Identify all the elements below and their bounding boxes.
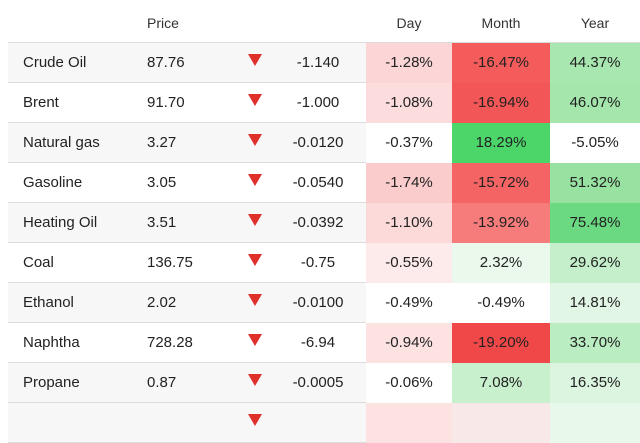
commodity-name[interactable]: Ethanol [23,294,74,311]
month-change: 7.08% [452,363,550,403]
year-change: 75.48% [550,203,640,243]
month-change [452,403,550,443]
commodity-name[interactable]: Natural gas [23,134,100,151]
change-direction [240,203,270,243]
price-value: 87.76 [147,54,185,71]
table-row[interactable]: Ethanol 2.02 -0.0100 -0.49% -0.49% 14.81% [8,283,640,323]
table-row[interactable]: Coal 136.75 -0.75 -0.55% 2.32% 29.62% [8,243,640,283]
day-change: -0.55% [366,243,452,283]
day-change: -0.37% [366,123,452,163]
header-month[interactable]: Month [481,15,521,31]
arrow-down-icon [248,334,262,347]
arrow-down-icon [248,94,262,107]
commodity-name[interactable]: Naphtha [23,334,80,351]
change-direction [240,83,270,123]
day-change: -0.06% [366,363,452,403]
arrow-down-icon [248,414,262,427]
month-change: -0.49% [452,283,550,323]
year-change: 16.35% [550,363,640,403]
change-value: -1.140 [296,54,340,71]
month-change: -19.20% [452,323,550,363]
change-value: -0.0100 [292,294,344,311]
day-change: -1.28% [366,43,452,83]
day-change: -1.08% [366,83,452,123]
arrow-down-icon [248,54,262,67]
year-change: -5.05% [550,123,640,163]
price-value: 2.02 [147,294,177,311]
change-direction [240,363,270,403]
year-change: 51.32% [550,163,640,203]
day-change: -1.10% [366,203,452,243]
arrow-down-icon [248,214,262,227]
price-value: 91.70 [147,94,185,111]
header-year[interactable]: Year [580,15,610,31]
month-change: -16.47% [452,43,550,83]
change-direction [240,283,270,323]
change-direction [240,323,270,363]
commodity-name[interactable]: Coal [23,254,54,271]
table-row[interactable]: Naphtha 728.28 -6.94 -0.94% -19.20% 33.70% [8,323,640,363]
month-change: -16.94% [452,83,550,123]
change-value: -1.000 [296,94,340,111]
price-value: 136.75 [147,254,193,271]
day-change [366,403,452,443]
month-change: 2.32% [452,243,550,283]
table-row[interactable]: Crude Oil 87.76 -1.140 -1.28% -16.47% 44.37% [8,43,640,83]
change-value: -6.94 [300,334,336,351]
change-direction [240,243,270,283]
commodity-name[interactable]: Propane [23,374,80,391]
commodity-name[interactable]: Brent [23,94,59,111]
commodity-name[interactable]: Heating Oil [23,214,98,231]
price-value: 728.28 [147,334,193,351]
arrow-down-icon [248,134,262,147]
price-value: 3.27 [147,134,177,151]
month-change: -15.72% [452,163,550,203]
month-change: 18.29% [452,123,550,163]
price-value: 3.51 [147,214,177,231]
header-price[interactable]: Price [147,15,179,31]
day-change: -0.49% [366,283,452,323]
year-change: 33.70% [550,323,640,363]
change-value: -0.0005 [292,374,344,391]
table-row[interactable]: Brent 91.70 -1.000 -1.08% -16.94% 46.07% [8,83,640,123]
year-change: 46.07% [550,83,640,123]
table-row[interactable]: Natural gas 3.27 -0.0120 -0.37% 18.29% -5.05% [8,123,640,163]
year-change: 44.37% [550,43,640,83]
day-change: -1.74% [366,163,452,203]
change-value: -0.0120 [292,134,344,151]
arrow-down-icon [248,254,262,267]
year-change [550,403,640,443]
table-row[interactable] [8,403,640,443]
arrow-down-icon [248,294,262,307]
change-value: -0.75 [300,254,336,271]
change-direction [240,123,270,163]
day-change: -0.94% [366,323,452,363]
change-value: -0.0392 [292,214,344,231]
arrow-down-icon [248,374,262,387]
table-header: Price Day Month Year [8,3,640,43]
year-change: 14.81% [550,283,640,323]
year-change: 29.62% [550,243,640,283]
commodity-name[interactable]: Gasoline [23,174,83,191]
change-direction [240,403,270,443]
table-row[interactable]: Gasoline 3.05 -0.0540 -1.74% -15.72% 51.32% [8,163,640,203]
change-direction [240,43,270,83]
header-day[interactable]: Day [396,15,422,31]
price-value: 0.87 [147,374,177,391]
month-change: -13.92% [452,203,550,243]
commodity-name[interactable]: Crude Oil [23,54,87,71]
table-row[interactable]: Heating Oil 3.51 -0.0392 -1.10% -13.92% 75.48… [8,203,640,243]
change-value: -0.0540 [292,174,344,191]
arrow-down-icon [248,174,262,187]
change-direction [240,163,270,203]
table-row[interactable]: Propane 0.87 -0.0005 -0.06% 7.08% 16.35% [8,363,640,403]
price-value: 3.05 [147,174,177,191]
